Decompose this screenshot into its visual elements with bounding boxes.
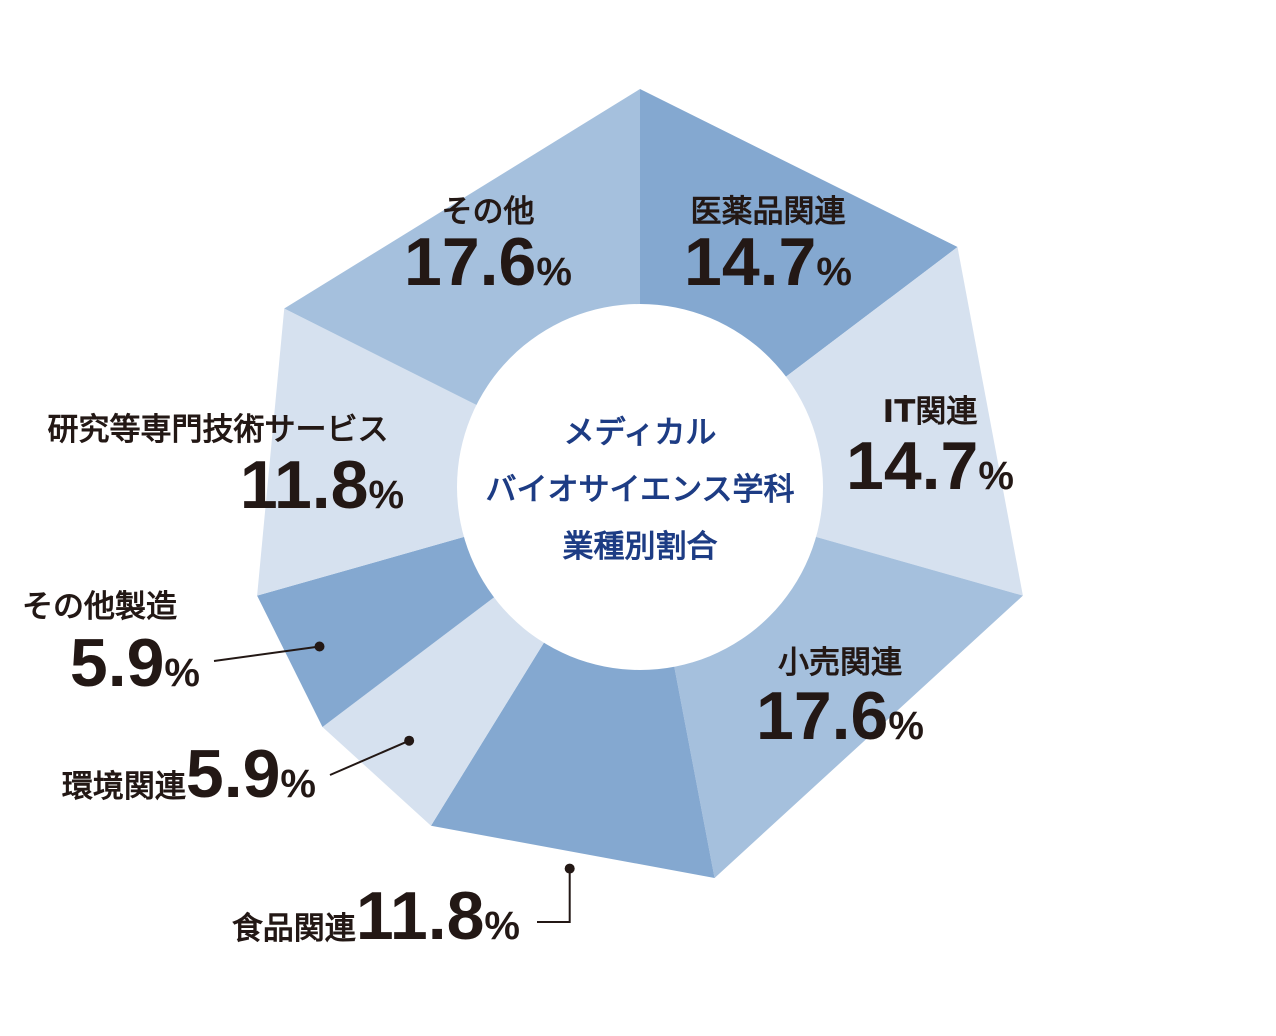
- value-number: 5.9: [186, 736, 281, 812]
- leader-dot-environment: [404, 735, 415, 746]
- slice-label-food: 食品関連11.8%: [232, 878, 520, 954]
- category-label: IT関連: [883, 394, 979, 430]
- category-label: その他製造: [22, 589, 177, 625]
- slice-label-pharma: 医薬品関連 14.7%: [684, 194, 852, 300]
- value-label: 14.7%: [684, 224, 852, 300]
- value-unit: %: [164, 651, 200, 695]
- category-label: 小売関連: [778, 645, 903, 681]
- slice-label-research-services: 研究等専門技術サービス 11.8%: [48, 412, 405, 523]
- value-label: 17.6%: [404, 224, 572, 300]
- slice-research-services: [257, 308, 640, 596]
- value-number: 5.9: [70, 625, 165, 701]
- chart-title-line-3: 業種別割合: [563, 529, 718, 565]
- slice-label-environment: 環境関連5.9%: [62, 736, 316, 812]
- leader-dot-other-manufacturing: [314, 641, 325, 652]
- chart-title-line-2: バイオサイエンス学科: [485, 472, 794, 508]
- value-unit: %: [536, 250, 572, 294]
- value-unit: %: [280, 762, 316, 806]
- leader-line-food: [537, 868, 571, 923]
- category-label: 環境関連: [62, 769, 187, 805]
- category-label: その他: [442, 194, 535, 230]
- slice-label-it: IT関連 14.7%: [846, 394, 1014, 504]
- slice-label-other-manufacturing: その他製造 5.9%: [22, 589, 200, 701]
- value-label: 17.6%: [756, 678, 924, 754]
- category-label: 医薬品関連: [691, 194, 847, 230]
- chart-title: メディカル バイオサイエンス学科 業種別割合: [485, 415, 794, 565]
- category-label: 食品関連: [232, 911, 357, 947]
- slice-label-retail: 小売関連 17.6%: [756, 645, 924, 754]
- value-number: 11.8: [356, 878, 485, 954]
- slice-label-other: その他 17.6%: [404, 194, 572, 300]
- leader-line-environment: [329, 739, 410, 776]
- value-unit: %: [978, 454, 1014, 498]
- value-label: 食品関連11.8%: [232, 878, 520, 954]
- value-unit: %: [369, 473, 405, 517]
- leader-dot-food: [564, 863, 575, 874]
- value-number: 14.7: [846, 428, 978, 504]
- value-number: 17.6: [404, 224, 536, 300]
- value-label: 環境関連5.9%: [62, 736, 316, 812]
- value-label: 11.8%: [240, 447, 404, 523]
- value-label: 14.7%: [846, 428, 1014, 504]
- value-number: 17.6: [756, 678, 888, 754]
- value-label: 5.9%: [70, 625, 200, 701]
- value-number: 11.8: [240, 447, 369, 523]
- chart-title-line-1: メディカル: [564, 415, 717, 451]
- leader-line-other-manufacturing: [213, 645, 320, 662]
- value-unit: %: [816, 250, 852, 294]
- category-label: 研究等専門技術サービス: [48, 412, 389, 448]
- value-number: 14.7: [684, 224, 816, 300]
- leader-lines: [213, 641, 575, 923]
- value-unit: %: [888, 704, 924, 748]
- donut-hole: [457, 304, 823, 670]
- value-unit: %: [484, 904, 520, 948]
